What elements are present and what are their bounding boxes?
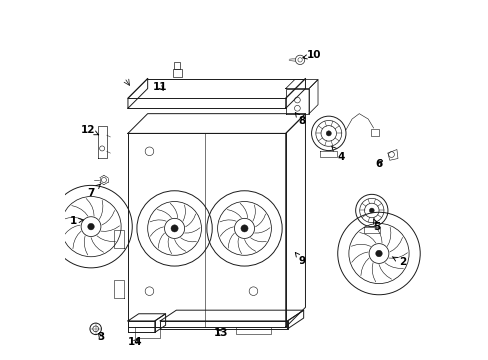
Circle shape [375, 250, 382, 257]
Text: 14: 14 [127, 337, 142, 347]
Text: 3: 3 [97, 332, 104, 342]
Bar [370, 129, 378, 136]
Text: 8: 8 [295, 113, 305, 126]
Circle shape [325, 131, 331, 136]
Circle shape [368, 208, 373, 213]
Circle shape [87, 223, 94, 230]
Text: 2: 2 [391, 257, 405, 267]
Text: 13: 13 [214, 328, 228, 338]
Text: 11: 11 [153, 82, 167, 92]
Text: 9: 9 [295, 252, 305, 266]
Text: 5: 5 [373, 219, 380, 231]
Bar [173, 69, 181, 77]
Text: 10: 10 [302, 50, 321, 60]
Text: 7: 7 [87, 184, 101, 198]
Text: 1: 1 [69, 216, 83, 226]
Text: 4: 4 [331, 147, 345, 162]
Bar [174, 62, 180, 69]
Text: 12: 12 [81, 125, 99, 135]
Circle shape [171, 225, 178, 232]
Circle shape [241, 225, 247, 232]
Text: 6: 6 [375, 159, 382, 169]
